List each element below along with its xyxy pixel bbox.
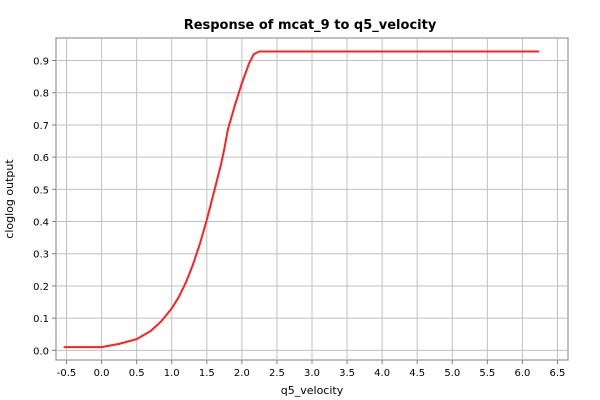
x-tick-label: 6.0: [514, 368, 530, 379]
y-tick-label: 0.0: [33, 346, 49, 357]
data-point: [206, 219, 208, 221]
data-point: [178, 296, 180, 298]
data-point: [258, 50, 260, 53]
y-tick-label: 0.8: [33, 89, 49, 100]
data-point: [136, 338, 138, 340]
data-point: [311, 50, 313, 53]
data-point: [185, 282, 187, 284]
data-point: [199, 243, 201, 245]
x-tick-label: 2.0: [234, 368, 250, 379]
y-axis-label: cloglog output: [3, 159, 16, 239]
x-tick-label: 6.5: [550, 368, 566, 379]
grid-layer: [56, 38, 568, 360]
chart-title: Response of mcat_9 to q5_velocity: [184, 18, 437, 33]
series-layer: [63, 50, 540, 349]
data-point: [234, 105, 236, 107]
data-point: [241, 82, 243, 84]
data-point: [192, 264, 194, 266]
x-tick-label: 5.5: [479, 368, 495, 379]
x-tick-label: 4.0: [374, 368, 390, 379]
y-tick-label: 0.2: [33, 282, 49, 293]
x-tick-label: 3.0: [304, 368, 320, 379]
data-point: [150, 330, 152, 332]
tick-layer: -0.5 0.0 0.5 1.0 1.5 2.0 2.5 3.0 3.5 4.0 4.5 5.0 5.5…: [33, 57, 565, 379]
x-tick-label: 4.5: [409, 368, 425, 379]
x-tick-label: 1.5: [199, 368, 215, 379]
x-axis-label: q5_velocity: [281, 384, 344, 397]
x-tick-label: 0.5: [129, 368, 145, 379]
data-point: [171, 307, 173, 310]
data-point: [213, 192, 215, 194]
x-tick-label: 1.0: [164, 368, 180, 379]
data-point: [220, 164, 222, 166]
data-point: [248, 63, 250, 65]
x-tick-label: -0.5: [57, 368, 77, 379]
x-tick-label: 0.0: [94, 368, 110, 379]
y-tick-label: 0.5: [33, 185, 49, 196]
data-point: [63, 346, 65, 348]
x-tick-label: 5.0: [444, 368, 460, 379]
data-point: [537, 50, 540, 53]
y-tick-label: 0.4: [33, 218, 49, 229]
y-tick-label: 0.1: [33, 314, 49, 325]
data-point: [253, 53, 255, 55]
data-point: [101, 346, 103, 348]
y-tick-label: 0.3: [33, 250, 49, 261]
data-point: [223, 148, 225, 150]
x-tick-label: 2.5: [269, 368, 285, 379]
data-point: [160, 320, 162, 322]
data-point: [118, 343, 120, 345]
data-point: [227, 129, 229, 131]
x-tick-label: 3.5: [339, 368, 355, 379]
y-tick-label: 0.6: [33, 153, 49, 164]
y-tick-label: 0.7: [33, 121, 49, 132]
y-tick-label: 0.9: [33, 57, 49, 68]
